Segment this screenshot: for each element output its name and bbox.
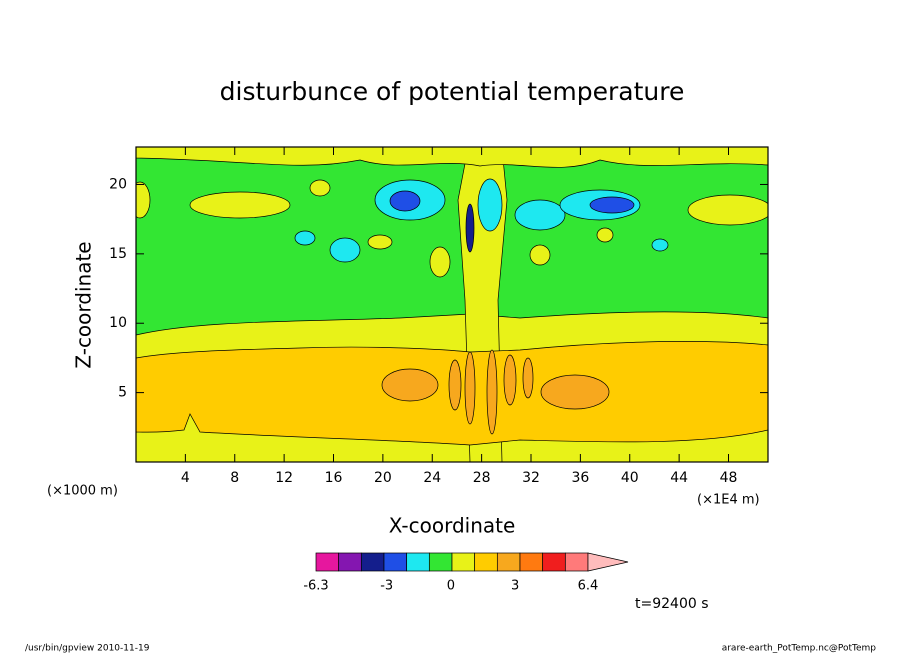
contour-region	[329, 237, 361, 263]
colorbar-box	[406, 552, 430, 572]
contour-field	[136, 147, 768, 462]
colorbar-box	[428, 552, 453, 572]
footer-left: /usr/bin/gpview 2010-11-19	[25, 644, 150, 654]
contour-region	[486, 349, 498, 435]
contour-region	[522, 357, 534, 399]
contour-region	[294, 230, 316, 246]
contour-region	[503, 354, 517, 406]
y-unit-label: (×1000 m)	[47, 484, 118, 499]
contour-region	[687, 194, 768, 226]
annotation: t=92400 s	[635, 596, 709, 612]
colorbar-tick-label: -6.3	[303, 579, 328, 594]
colorbar-box	[519, 552, 544, 572]
colorbar-box	[542, 552, 566, 572]
x-tick-label: 48	[720, 470, 738, 486]
colorbar-box	[496, 552, 521, 572]
x-tick-label: 8	[230, 470, 239, 486]
contour-region	[464, 351, 476, 425]
contour-region	[389, 190, 421, 212]
x-tick-label: 16	[325, 470, 343, 486]
y-tick-label: 20	[109, 176, 127, 192]
colorbar-box	[451, 552, 476, 572]
colorbar-tick-label: -3	[380, 579, 393, 594]
x-tick-label: 32	[522, 470, 540, 486]
contour-region	[514, 199, 566, 231]
contour-region	[381, 368, 439, 402]
contour-region	[589, 196, 635, 214]
x-tick-label: 12	[275, 470, 293, 486]
x-unit-label: (×1E4 m)	[697, 493, 760, 508]
y-tick-label: 10	[109, 315, 127, 331]
colorbar-tick-label: 3	[511, 579, 519, 594]
x-tick-label: 28	[473, 470, 491, 486]
x-tick-label: 44	[670, 470, 688, 486]
plot-frame	[135, 146, 769, 463]
contour-region	[540, 374, 610, 410]
x-tick-label: 20	[374, 470, 392, 486]
colorbar-extend	[587, 552, 629, 572]
contour-region	[596, 227, 614, 243]
y-axis-label: Z-coordinate	[72, 241, 96, 368]
x-tick-label: 40	[621, 470, 639, 486]
colorbar-box	[474, 552, 498, 572]
contour-region	[136, 181, 151, 219]
contour-region	[367, 234, 393, 250]
footer-right: arare-earth_PotTemp.nc@PotTemp	[722, 644, 877, 654]
colorbar-box	[315, 552, 340, 572]
colorbar-box	[360, 552, 385, 572]
contour-region	[651, 238, 669, 252]
colorbar-tick-label: 0	[447, 579, 455, 594]
contour-region	[529, 244, 551, 266]
contour-region	[189, 191, 291, 219]
colorbar-tick-label: 6.4	[578, 579, 599, 594]
colorbar-box	[564, 552, 589, 572]
colorbar-box	[383, 552, 408, 572]
contour-region	[465, 203, 475, 253]
contour-region	[448, 359, 462, 411]
x-tick-label: 36	[571, 470, 589, 486]
x-tick-label: 24	[423, 470, 441, 486]
x-tick-label: 4	[181, 470, 190, 486]
x-axis-label: X-coordinate	[389, 514, 516, 538]
contour-region	[429, 246, 451, 278]
y-tick-label: 15	[109, 246, 127, 262]
contour-region	[136, 147, 768, 168]
y-tick-label: 5	[118, 385, 127, 401]
contour-region	[309, 179, 331, 197]
contour-region	[477, 178, 503, 232]
chart-title: disturbunce of potential temperature	[220, 77, 685, 106]
colorbar-box	[338, 552, 362, 572]
